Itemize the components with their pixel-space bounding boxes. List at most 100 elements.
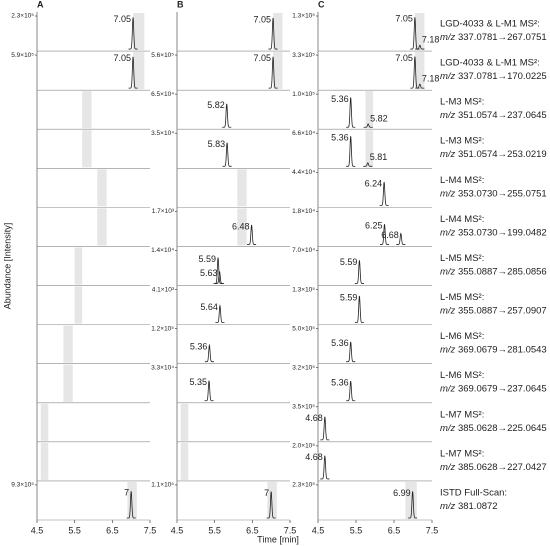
row-label: L-M7 MS²: <box>440 409 484 420</box>
peak-label: 7 <box>124 488 129 498</box>
row-label: L-M6 MS²: <box>440 370 484 381</box>
mz-label: m/z <box>440 149 456 160</box>
peak <box>247 224 257 245</box>
peak <box>320 455 330 480</box>
mz-label: m/z <box>440 110 456 121</box>
y-tick-label: 3.2×10⁵ <box>292 364 315 371</box>
y-tick-label: 1.0×10⁵ <box>292 91 315 98</box>
column-label: A <box>37 0 44 9</box>
peak <box>222 103 232 128</box>
mz-label: m/z <box>440 422 456 433</box>
peak-label: 7 <box>264 488 269 498</box>
x-tick-label: 6.5 <box>106 525 119 535</box>
x-tick-label: 6.5 <box>246 525 259 535</box>
x-tick-label: 7.5 <box>426 525 439 535</box>
y-tick-label: 3.5×10⁴ <box>151 130 174 137</box>
y-tick-label: 3.3×10⁵ <box>292 52 315 59</box>
peak-label: 7.05 <box>114 14 132 24</box>
y-tick-label: 3.5×10⁵ <box>292 403 315 410</box>
row-transition: m/z 355.0887→257.0907 <box>440 305 547 316</box>
row-transition: m/z 369.0679→281.0543 <box>440 344 547 355</box>
peak <box>215 304 225 324</box>
peak-label: 4.68 <box>305 452 323 462</box>
x-tick-label: 6.5 <box>388 525 401 535</box>
peak-label: 5.36 <box>331 94 349 104</box>
peak-label: 7.18 <box>422 35 440 45</box>
column-label: B <box>177 0 184 9</box>
peak <box>128 17 138 50</box>
y-tick-label: 9.3×10⁵ <box>11 482 34 489</box>
mz-label: m/z <box>440 500 456 511</box>
peak-label: 7.05 <box>254 14 272 24</box>
peak-label: 7.05 <box>395 53 413 63</box>
transition-label: 337.0781→267.0751 <box>458 32 547 43</box>
row-label: ISTD Full-Scan: <box>440 487 507 498</box>
mz-label: m/z <box>440 383 456 394</box>
peak-label: 5.36 <box>190 342 208 352</box>
peak-label: 5.36 <box>331 378 349 388</box>
transition-label: 351.0574→253.0219 <box>458 149 547 160</box>
peak <box>268 56 278 89</box>
peak <box>126 491 136 519</box>
peak-label: 5.59 <box>340 257 358 267</box>
mz-label: m/z <box>440 266 456 277</box>
integration-window <box>365 91 374 129</box>
y-tick-label: 6.5×10⁴ <box>151 91 174 98</box>
integration-window <box>82 91 92 129</box>
x-tick-label: 4.5 <box>171 525 184 535</box>
peak-label: 5.36 <box>331 133 349 143</box>
peak-label: 7.05 <box>114 53 132 63</box>
row-transition: m/z 381.0872 <box>440 500 498 511</box>
peak <box>268 17 278 50</box>
x-tick-label: 7.5 <box>284 525 297 535</box>
transition-label: 351.0574→237.0645 <box>458 110 547 121</box>
row-transition: m/z 353.0730→255.0751 <box>440 188 547 199</box>
peak <box>266 491 276 519</box>
row-label: L-M4 MS²: <box>440 214 484 225</box>
transition-label: 369.0679→281.0543 <box>458 344 547 355</box>
y-tick-label: 5.6×10⁵ <box>151 52 174 59</box>
peak-label: 5.63 <box>200 268 218 278</box>
row-transition: m/z 385.0628→225.0645 <box>440 422 547 433</box>
integration-window <box>133 52 145 90</box>
integration-window <box>405 481 417 519</box>
mz-label: m/z <box>440 461 456 472</box>
peak-label: 7.05 <box>395 14 413 24</box>
peak <box>204 343 214 363</box>
transition-label: 353.0730→199.0482 <box>458 227 547 238</box>
transition-label: 353.0730→255.0751 <box>458 188 547 199</box>
peak-label: 4.68 <box>305 413 323 423</box>
mz-label: m/z <box>440 71 456 82</box>
integration-window <box>97 169 107 207</box>
transition-label: 385.0628→225.0645 <box>458 422 547 433</box>
peak <box>354 295 364 324</box>
peak-label: 7.18 <box>422 74 440 84</box>
y-tick-label: 1.8×10⁴ <box>292 208 315 215</box>
integration-window <box>273 52 283 90</box>
y-tick-label: 1.4×10⁴ <box>151 247 174 254</box>
peak-label: 5.36 <box>331 338 349 348</box>
row-label: L-M3 MS²: <box>440 136 484 147</box>
transition-label: 381.0872 <box>458 500 498 511</box>
integration-window <box>133 13 145 51</box>
row-transition: m/z 353.0730→199.0482 <box>440 227 547 238</box>
mz-label: m/z <box>440 227 456 238</box>
peak <box>408 491 418 519</box>
x-tick-label: 4.5 <box>312 525 325 535</box>
row-transition: m/z 351.0574→253.0219 <box>440 149 547 160</box>
integration-window <box>180 442 189 480</box>
integration-window <box>237 169 247 207</box>
y-tick-label: 1.7×10³ <box>152 208 175 215</box>
peak <box>346 341 356 363</box>
integration-window <box>414 13 425 51</box>
row-transition: m/z 337.0781→267.0751 <box>440 32 547 43</box>
row-label: L-M4 MS²: <box>440 175 484 186</box>
mz-label: m/z <box>440 188 456 199</box>
row-label: L-M5 MS²: <box>440 253 484 264</box>
y-tick-label: 5.0×10⁵ <box>292 325 315 332</box>
peak-label: 6.99 <box>393 488 411 498</box>
peak-label: 5.59 <box>340 292 358 302</box>
integration-window <box>97 208 107 246</box>
x-tick-label: 5.5 <box>350 525 363 535</box>
integration-window <box>63 364 73 402</box>
